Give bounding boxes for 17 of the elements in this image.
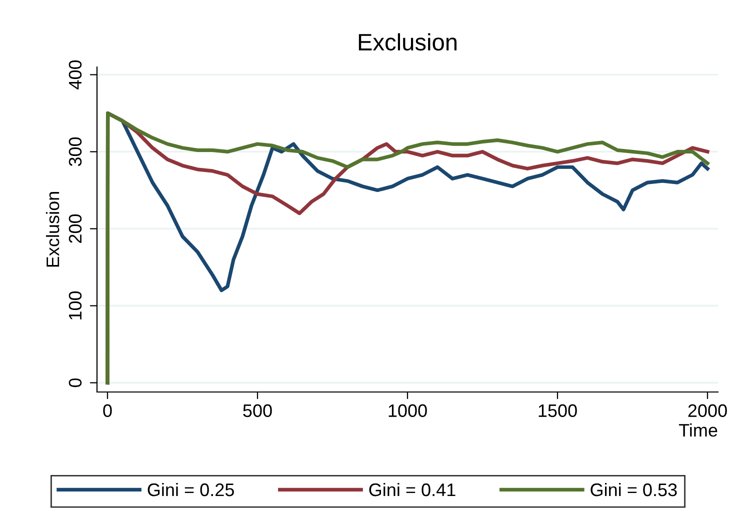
- chart-title: Exclusion: [358, 33, 456, 51]
- y-tick-label: 100: [68, 291, 82, 320]
- legend-label: Gini = 0.53: [590, 482, 677, 496]
- y-tick-label: 300: [68, 137, 82, 166]
- legend-label: Gini = 0.41: [369, 482, 456, 496]
- y-tick-label: 0: [68, 378, 82, 388]
- x-tick-label: 0: [103, 404, 112, 418]
- legend-label: Gini = 0.25: [148, 482, 234, 496]
- line-series: [106, 111, 710, 385]
- x-tick-label: 2000: [688, 404, 727, 418]
- y-tick-label: 400: [68, 60, 82, 90]
- y-tick-label: 200: [68, 214, 82, 243]
- x-axis-title: Time: [678, 423, 718, 437]
- y-axis-title: Exclusion: [46, 192, 60, 267]
- x-tick-label: 1500: [538, 404, 577, 418]
- x-tick-label: 500: [243, 404, 272, 418]
- x-tick-label: 1000: [388, 404, 427, 418]
